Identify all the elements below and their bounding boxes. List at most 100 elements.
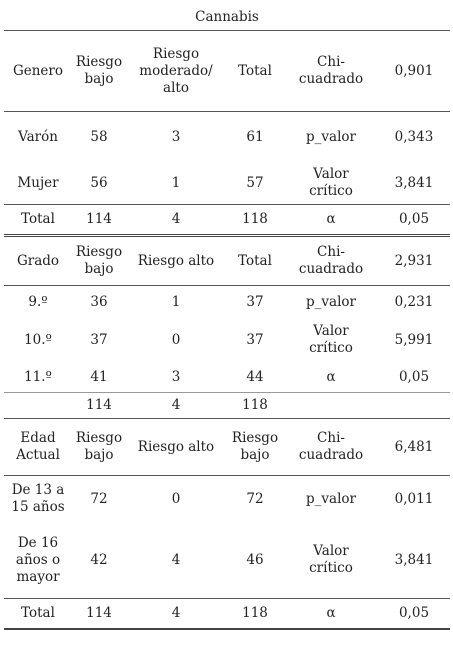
cell: 56: [90, 174, 108, 191]
header-cell: Grado: [16, 252, 60, 269]
divider: [4, 475, 450, 476]
cell: Varón: [18, 128, 58, 145]
table-row: De 16 años o mayor 42 4 46 Valor crítico 3,…: [4, 522, 450, 598]
total-row: 114 4 118: [4, 393, 450, 418]
cell: 3: [171, 368, 181, 385]
table-row: 11.º 41 3 44 α 0,05: [4, 362, 450, 392]
cell: Valor crítico: [309, 323, 353, 356]
cell: 114: [86, 397, 112, 413]
cell: 4: [171, 551, 181, 568]
divider: [4, 285, 450, 286]
cell: 36: [90, 293, 108, 310]
section-3-header: Edad Actual Riesgo bajo Riesgo alto Riesgo…: [4, 419, 450, 475]
cell: 72: [90, 490, 108, 507]
header-cell: 2,931: [394, 252, 434, 269]
cell: 1: [171, 174, 181, 191]
cell: 118: [242, 211, 268, 227]
cell: 0,05: [398, 211, 430, 227]
cell: 41: [90, 368, 108, 385]
cell: 114: [86, 211, 112, 227]
table-title: Cannabis: [195, 9, 259, 25]
divider: [4, 204, 450, 205]
cell: 11.º: [24, 368, 52, 385]
header-cell: 6,481: [394, 438, 434, 455]
divider: [4, 418, 450, 419]
header-cell: Riesgo bajo: [231, 430, 279, 463]
cell: Total: [21, 211, 55, 227]
cell: 5,991: [394, 331, 434, 348]
header-cell: Riesgo bajo: [75, 430, 123, 463]
cell: 42: [90, 551, 108, 568]
cell: 37: [90, 331, 108, 348]
header-cell: Chi-cuadrado: [298, 244, 364, 277]
header-cell: Edad Actual: [16, 430, 60, 463]
cell: 114: [86, 605, 112, 621]
cell: Total: [21, 605, 55, 621]
table-row: Varón 58 3 61 p_valor 0,343: [4, 112, 450, 162]
cell: 3,841: [394, 551, 434, 568]
cell: Valor crítico: [309, 166, 353, 199]
divider: [4, 111, 450, 112]
total-row: Total 114 4 118 α 0,05: [4, 599, 450, 628]
cell: 0,011: [394, 490, 434, 507]
cell: 0,05: [398, 368, 430, 385]
cell: Valor crítico: [309, 543, 353, 576]
cell: α: [326, 368, 336, 385]
cell: 10.º: [24, 331, 52, 348]
divider: [4, 628, 450, 630]
divider: [4, 392, 450, 393]
cell: 72: [246, 490, 264, 507]
cell: p_valor: [306, 293, 356, 310]
cell: p_valor: [306, 490, 356, 507]
cell: 61: [246, 128, 264, 145]
header-cell: Riesgo bajo: [75, 244, 123, 277]
cell: Mujer: [17, 174, 59, 191]
table-row: 10.º 37 0 37 Valor crítico 5,991: [4, 318, 450, 362]
cell: p_valor: [306, 128, 356, 145]
header-cell: Riesgo alto: [137, 252, 215, 269]
divider: [4, 598, 450, 599]
cell: De 16 años o mayor: [15, 534, 61, 585]
cell: 46: [246, 551, 264, 568]
cell: 44: [246, 368, 264, 385]
cell: 0: [171, 490, 181, 507]
cell: 37: [246, 293, 264, 310]
header-cell: Genero: [12, 62, 64, 79]
header-cell: Chi-cuadrado: [298, 430, 364, 463]
cannabis-table: Cannabis Genero Riesgo bajo Riesgo moderad…: [4, 4, 450, 630]
cell: 58: [90, 128, 108, 145]
divider: [4, 30, 450, 31]
header-cell: Riesgo bajo: [75, 54, 123, 87]
table-row: De 13 a 15 años 72 0 72 p_valor 0,011: [4, 476, 450, 522]
header-cell: Total: [238, 252, 272, 269]
cell: 118: [242, 605, 268, 621]
header-cell: Riesgo moderado/alto: [139, 45, 213, 96]
cell: 9.º: [28, 293, 48, 310]
divider: [4, 234, 450, 237]
cell: 4: [171, 605, 181, 621]
cell: 3: [171, 128, 181, 145]
header-cell: Riesgo alto: [137, 438, 215, 455]
section-2-header: Grado Riesgo bajo Riesgo alto Total Chi-c…: [4, 237, 450, 285]
header-cell: Chi-cuadrado: [298, 54, 364, 87]
table-row: Mujer 56 1 57 Valor crítico 3,841: [4, 162, 450, 204]
cell: 0,231: [394, 293, 434, 310]
cell: 3,841: [394, 174, 434, 191]
cell: 0,343: [394, 128, 434, 145]
cell: 0: [171, 331, 181, 348]
header-cell: 0,901: [394, 62, 434, 79]
table-row: 9.º 36 1 37 p_valor 0,231: [4, 286, 450, 318]
cell: 4: [171, 211, 181, 227]
cell: 57: [246, 174, 264, 191]
header-cell: Total: [238, 62, 272, 79]
cell: 118: [242, 397, 268, 413]
cell: De 13 a 15 años: [11, 482, 65, 515]
cell: α: [326, 211, 336, 227]
cell: 0,05: [398, 605, 430, 621]
cell: 4: [171, 397, 181, 413]
section-1-header: Genero Riesgo bajo Riesgo moderado/alto To…: [4, 31, 450, 111]
cell: α: [326, 605, 336, 621]
cell: 37: [246, 331, 264, 348]
total-row: Total 114 4 118 α 0,05: [4, 205, 450, 234]
cell: 1: [171, 293, 181, 310]
